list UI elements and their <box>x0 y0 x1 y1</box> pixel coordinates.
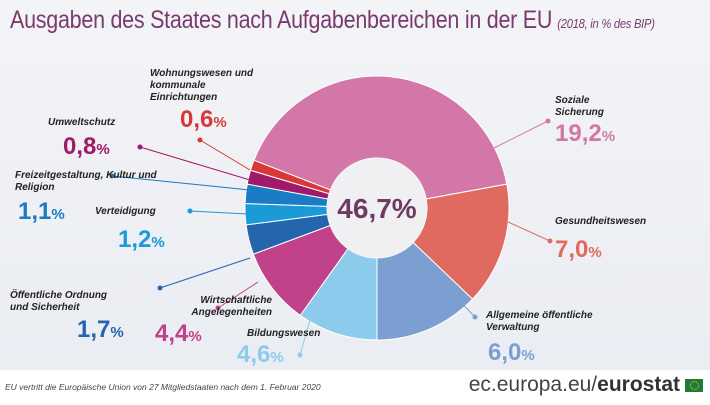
eurostat-link[interactable]: ec.europa.eu/eurostat <box>469 373 680 397</box>
slice-value-1: 4,4% <box>155 320 202 347</box>
slice-label-5: Umweltschutz <box>48 117 116 128</box>
title-text: Ausgaben des Staates nach Aufgabenbereic… <box>10 6 553 34</box>
slice-value-6: 0,6% <box>180 106 227 133</box>
slice-value-3: 1,2% <box>118 226 165 253</box>
chart-title: Ausgaben des Staates nach Aufgabenbereic… <box>10 6 655 35</box>
slice-value-0: 4,6% <box>237 341 284 368</box>
slice-label-4: Freizeitgestaltung, Kultur und Religion <box>15 170 157 193</box>
slice-label-3: Verteidigung <box>95 206 156 217</box>
site-prefix: ec.europa.eu/ <box>468 373 598 396</box>
slice-label-6: Wohnungswesen und kommunale Einrichtunge… <box>150 68 254 103</box>
slice-value-4: 1,1% <box>18 198 65 225</box>
leader-dot-0 <box>297 352 303 358</box>
slice-value-8: 7,0% <box>555 236 602 263</box>
leader-dot-2 <box>157 285 163 291</box>
donut-chart <box>109 75 553 358</box>
leader-dot-7 <box>545 118 551 124</box>
leader-dot-6 <box>197 137 203 143</box>
donut-hole <box>327 158 427 258</box>
slice-value-2: 1,7% <box>77 316 124 343</box>
leader-line-7 <box>489 120 549 151</box>
leader-line-6 <box>199 139 251 171</box>
slice-label-1: Wirtschaftliche Angelegenheiten <box>191 295 272 318</box>
slice-value-9: 6,0% <box>488 339 535 366</box>
eu-flag-icon <box>685 379 703 392</box>
leader-line-9 <box>451 292 476 318</box>
leader-line-1 <box>217 281 259 309</box>
center-total-label: 46,7% <box>337 193 417 224</box>
footer: EU vertritt die Europäische Union von 27… <box>0 370 710 405</box>
slice-label-7: Soziale Sicherung <box>555 95 604 118</box>
leader-dot-9 <box>472 314 478 320</box>
leader-dot-8 <box>547 238 553 244</box>
chart-subtitle: (2018, in % des BIP) <box>557 16 655 31</box>
leader-line-2 <box>159 257 251 289</box>
slice-value-7: 19,2% <box>555 120 616 147</box>
slice-label-8: Gesundheitswesen <box>555 216 647 227</box>
leader-dot-1 <box>215 305 221 311</box>
leader-dot-3 <box>187 208 193 214</box>
leader-dot-4 <box>109 173 115 179</box>
leader-line-5 <box>139 146 251 181</box>
slice-label-2: Öffentliche Ordnung und Sicherheit <box>10 290 108 313</box>
slice-label-9: Allgemeine öffentliche Verwaltung <box>486 310 593 333</box>
leader-line-4 <box>111 175 251 191</box>
site-brand: eurostat <box>597 373 680 396</box>
leader-line-3 <box>189 210 249 215</box>
slice-value-5: 0,8% <box>63 133 110 160</box>
footer-note: EU vertritt die Europäische Union von 27… <box>5 382 321 392</box>
leader-line-0 <box>299 319 311 356</box>
slice-label-0: Bildungswesen <box>247 328 321 339</box>
leader-dot-5 <box>137 144 143 150</box>
leader-line-8 <box>507 221 551 242</box>
